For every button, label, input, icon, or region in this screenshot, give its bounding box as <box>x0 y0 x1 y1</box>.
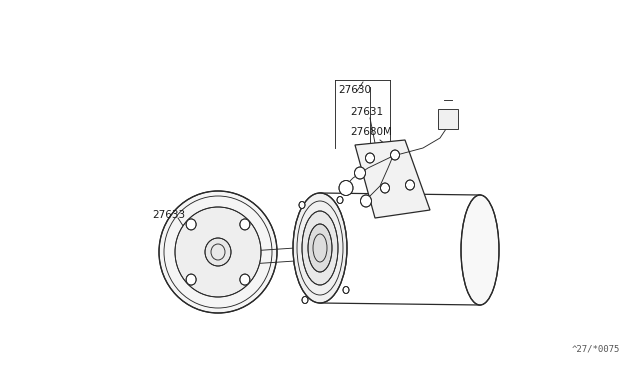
Text: 27680M: 27680M <box>350 127 392 137</box>
Ellipse shape <box>186 274 196 285</box>
Ellipse shape <box>390 150 399 160</box>
Ellipse shape <box>302 296 308 304</box>
Ellipse shape <box>302 211 338 285</box>
Text: ^27/*0075: ^27/*0075 <box>572 345 620 354</box>
Ellipse shape <box>337 196 343 203</box>
Ellipse shape <box>175 207 261 297</box>
Ellipse shape <box>381 183 390 193</box>
Polygon shape <box>355 140 430 218</box>
Ellipse shape <box>360 195 371 207</box>
Ellipse shape <box>355 167 365 179</box>
Ellipse shape <box>308 224 332 272</box>
Ellipse shape <box>461 195 499 305</box>
Ellipse shape <box>339 180 353 196</box>
Ellipse shape <box>299 202 305 208</box>
FancyBboxPatch shape <box>438 109 458 129</box>
Ellipse shape <box>293 193 347 303</box>
Ellipse shape <box>205 238 231 266</box>
Ellipse shape <box>159 191 277 313</box>
Ellipse shape <box>240 274 250 285</box>
Text: 27633: 27633 <box>152 210 185 220</box>
Text: 27630: 27630 <box>338 85 371 95</box>
Ellipse shape <box>365 153 374 163</box>
Text: 27631: 27631 <box>350 107 383 117</box>
Ellipse shape <box>240 219 250 230</box>
Ellipse shape <box>406 180 415 190</box>
Ellipse shape <box>186 219 196 230</box>
Ellipse shape <box>343 286 349 294</box>
